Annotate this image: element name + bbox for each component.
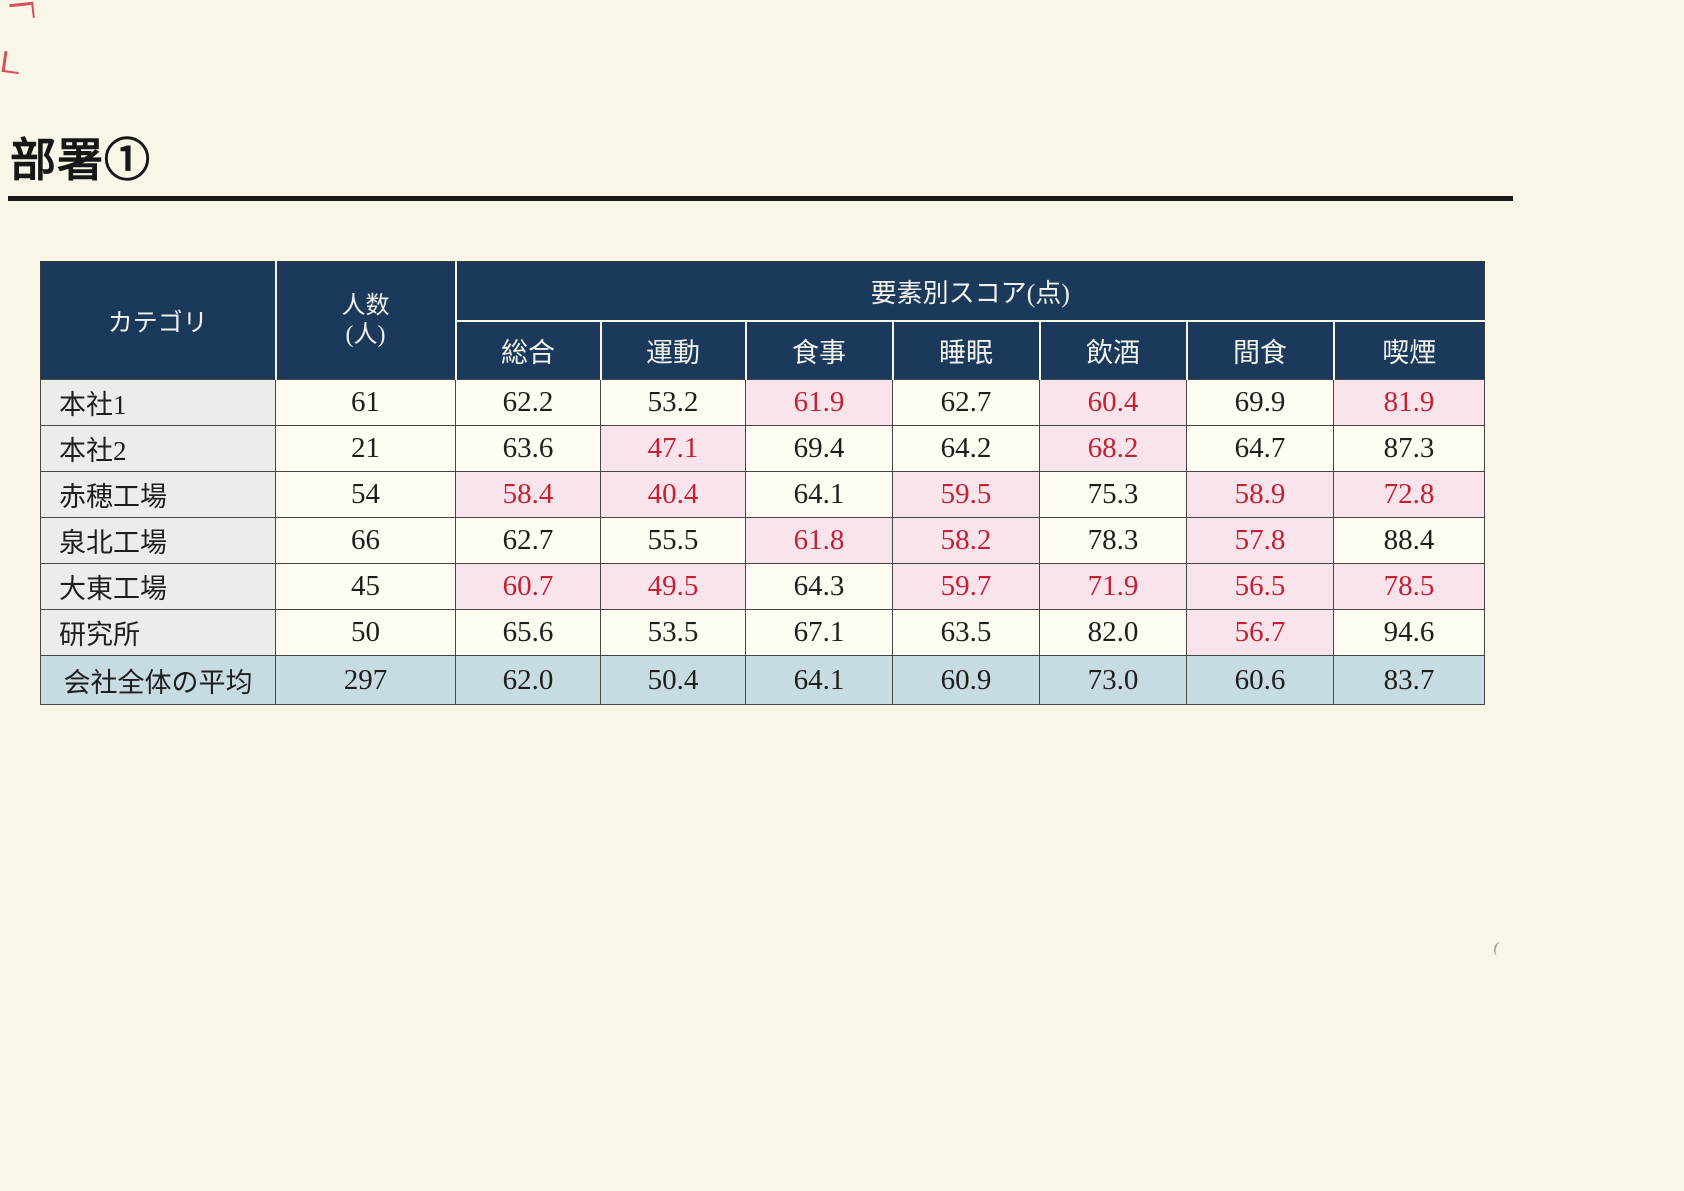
score-cell: 78.3 [1039,517,1187,564]
table-row: 本社2 21 63.6 47.1 69.4 64.2 68.2 64.7 87.3 [40,425,1486,472]
scan-artifact-mark [9,1,35,21]
header-row-subcolumns: 総合 運動 食事 睡眠 飲酒 間食 喫煙 [41,321,1485,380]
scan-artifact-mark [1,50,22,75]
header-score-col-sleep: 睡眠 [891,321,1040,380]
count-cell: 21 [275,425,456,472]
table-row: 本社1 61 62.2 53.2 61.9 62.7 60.4 69.9 81.9 [40,379,1486,426]
score-cell-low: 81.9 [1332,379,1486,426]
score-cell-low: 59.5 [892,471,1040,518]
table-body: 本社1 61 62.2 53.2 61.9 62.7 60.4 69.9 81.9 本社2 21 63… [40,379,1486,705]
score-cell: 60.9 [892,655,1040,705]
category-cell: 本社1 [40,379,276,426]
count-cell: 66 [275,517,456,564]
score-cell: 73.0 [1039,655,1187,705]
category-cell: 本社2 [40,425,276,472]
category-cell: 赤穂工場 [40,471,276,518]
header-score-col-snacking: 間食 [1185,321,1334,380]
score-cell: 55.5 [600,517,746,564]
score-cell: 87.3 [1332,425,1486,472]
score-cell-low: 58.4 [455,471,601,518]
count-cell: 45 [275,563,456,610]
score-cell: 64.7 [1186,425,1334,472]
score-cell-low: 57.8 [1186,517,1334,564]
page-title: 部署① [10,134,151,186]
score-cell-low: 61.8 [745,517,893,564]
score-cell: 67.1 [745,609,893,656]
score-cell: 69.9 [1186,379,1334,426]
table-row: 大東工場 45 60.7 49.5 64.3 59.7 71.9 56.5 78.5 [40,563,1486,610]
score-cell: 64.3 [745,563,893,610]
score-cell: 62.0 [455,655,601,705]
score-cell-low: 60.7 [455,563,601,610]
category-cell: 会社全体の平均 [40,655,276,705]
table-row: 泉北工場 66 62.7 55.5 61.8 58.2 78.3 57.8 88.4 [40,517,1486,564]
score-cell: 62.2 [455,379,601,426]
count-cell: 61 [275,379,456,426]
header-count-line2: (人) [345,321,386,348]
header-category: カテゴリ [40,261,277,380]
score-cell: 50.4 [600,655,746,705]
score-cell: 83.7 [1332,655,1486,705]
count-cell: 297 [275,655,456,705]
score-cell-low: 58.2 [892,517,1040,564]
score-cell: 63.5 [892,609,1040,656]
score-cell-low: 56.5 [1186,563,1334,610]
score-cell: 63.6 [455,425,601,472]
score-cell: 62.7 [455,517,601,564]
category-cell: 大東工場 [40,563,276,610]
header-score-group: 要素別スコア(点) [455,261,1485,322]
score-cell: 94.6 [1332,609,1486,656]
score-cell-low: 59.7 [892,563,1040,610]
score-cell: 64.2 [892,425,1040,472]
header-score-col-smoking: 喫煙 [1332,321,1485,380]
header-row-group: カテゴリ 人数 (人) 要素別スコア(点) [40,261,1485,380]
score-cell: 53.5 [600,609,746,656]
table-row: 赤穂工場 54 58.4 40.4 64.1 59.5 75.3 58.9 72.8 [40,471,1486,518]
score-cell-low: 68.2 [1039,425,1187,472]
count-cell: 50 [275,609,456,656]
count-cell: 54 [275,471,456,518]
score-cell: 75.3 [1039,471,1187,518]
score-cell-low: 56.7 [1186,609,1334,656]
score-cell-low: 60.4 [1039,379,1187,426]
score-cell: 82.0 [1039,609,1187,656]
header-score-col-overall: 総合 [455,321,601,380]
score-cell: 64.1 [745,655,893,705]
score-cell-low: 61.9 [745,379,893,426]
score-cell-low: 78.5 [1332,563,1486,610]
score-cell-low: 71.9 [1039,563,1187,610]
score-cell-low: 40.4 [600,471,746,518]
score-cell: 53.2 [600,379,746,426]
title-rule [8,196,1513,201]
category-cell: 泉北工場 [40,517,276,564]
score-cell: 64.1 [745,471,893,518]
scan-artifact-mark [1492,940,1506,958]
category-cell: 研究所 [40,609,276,656]
table-average-row: 会社全体の平均 297 62.0 50.4 64.1 60.9 73.0 60.6 83.7 [40,655,1486,705]
score-cell-low: 49.5 [600,563,746,610]
score-cell: 88.4 [1332,517,1486,564]
table-row: 研究所 50 65.6 53.5 67.1 63.5 82.0 56.7 94.6 [40,609,1486,656]
score-cell: 62.7 [892,379,1040,426]
score-cell: 69.4 [745,425,893,472]
header-score-col-drinking: 飲酒 [1038,321,1187,380]
score-cell: 60.6 [1186,655,1334,705]
department-score-table: カテゴリ 人数 (人) 要素別スコア(点) 総合 運動 食事 睡眠 飲酒 間食 … [40,261,1486,705]
score-cell-low: 47.1 [600,425,746,472]
header-count: 人数 (人) [275,261,457,380]
score-cell-low: 72.8 [1332,471,1486,518]
header-score-col-diet: 食事 [744,321,893,380]
table-header: カテゴリ 人数 (人) 要素別スコア(点) 総合 運動 食事 睡眠 飲酒 間食 … [40,261,1485,380]
score-cell-low: 58.9 [1186,471,1334,518]
header-count-line1: 人数 [341,293,390,320]
header-score-col-exercise: 運動 [599,321,746,380]
score-cell: 65.6 [455,609,601,656]
